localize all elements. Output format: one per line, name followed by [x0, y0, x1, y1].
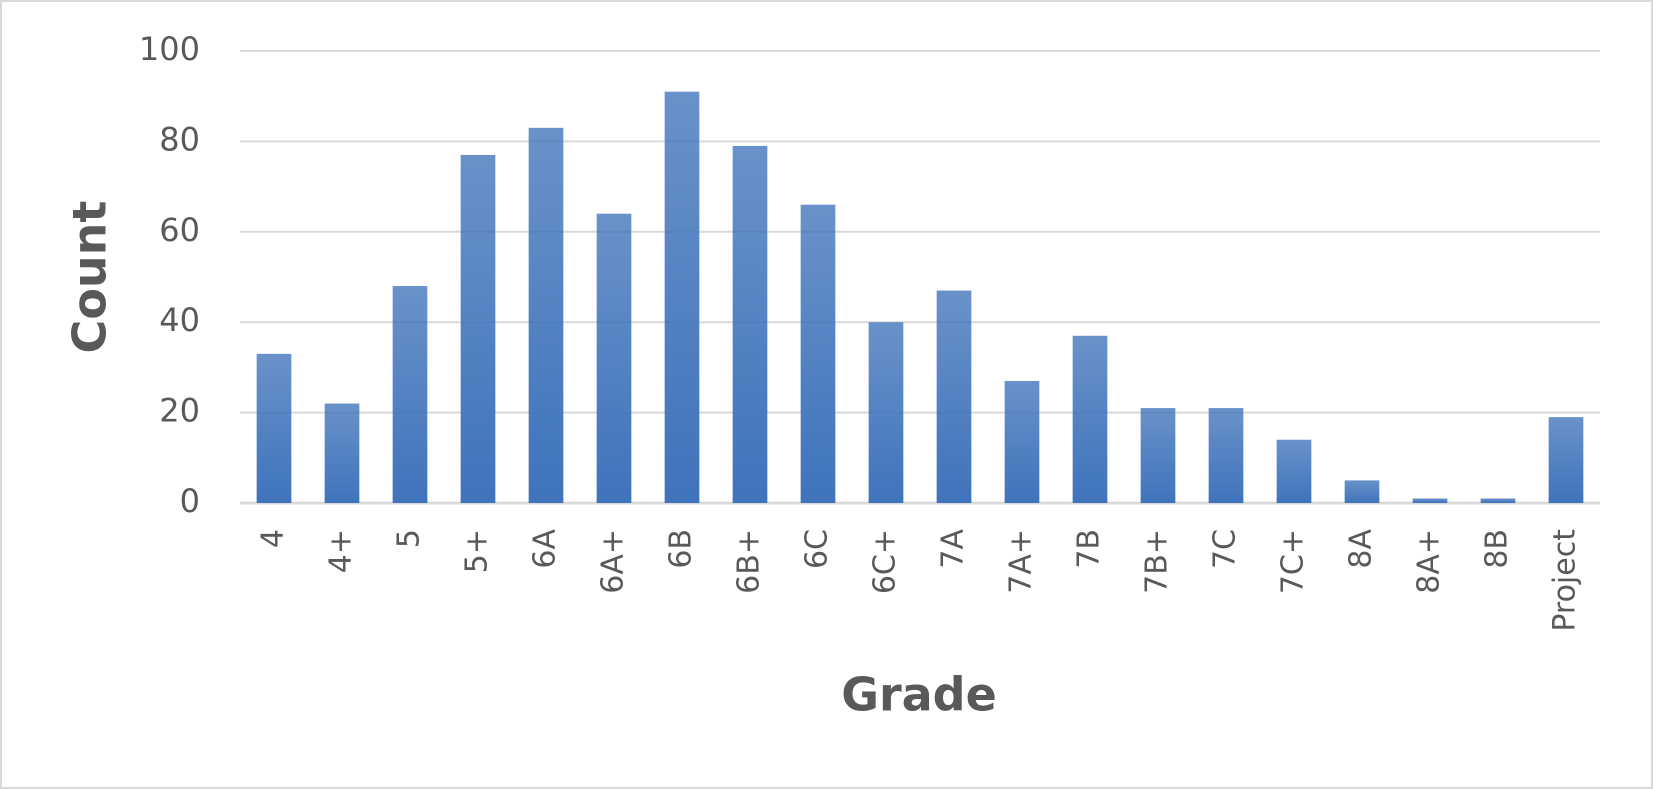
- bar: [1412, 498, 1448, 503]
- x-tick-label: 8A+: [1412, 529, 1447, 594]
- bar: [324, 403, 360, 503]
- bar: [800, 204, 836, 503]
- x-tick-label: Project: [1548, 529, 1583, 632]
- x-tick-label: 5+: [460, 529, 495, 573]
- y-tick-label: 60: [159, 211, 200, 249]
- bar: [1072, 335, 1108, 503]
- x-tick-label: 5: [392, 529, 427, 548]
- bar: [664, 91, 700, 504]
- x-axis-title: Grade: [841, 668, 997, 722]
- bar: [936, 290, 972, 503]
- bar: [1548, 417, 1584, 503]
- x-tick-label: 6C+: [868, 529, 903, 594]
- x-tick-label: 8A: [1344, 529, 1379, 569]
- bar: [1208, 408, 1244, 503]
- x-tick-label: 6B+: [732, 529, 767, 594]
- y-tick-label: 0: [180, 482, 200, 520]
- y-tick-label: 80: [159, 120, 200, 158]
- y-tick-label: 40: [159, 301, 200, 339]
- x-tick-label: 7B+: [1140, 529, 1175, 594]
- x-tick-label: 4: [256, 529, 291, 548]
- bar: [1004, 380, 1040, 503]
- bar: [528, 127, 564, 503]
- x-tick-label: 6C: [800, 529, 835, 569]
- bar: [596, 213, 632, 503]
- bar: [392, 286, 428, 503]
- bar: [1480, 498, 1516, 503]
- y-tick-label: 100: [139, 30, 200, 68]
- bar: [732, 145, 768, 504]
- bar: [868, 322, 904, 503]
- bar: [1276, 439, 1312, 503]
- x-tick-label: 8B: [1480, 529, 1515, 569]
- x-tick-label: 7B: [1072, 529, 1107, 569]
- x-tick-label: 7A+: [1004, 529, 1039, 594]
- x-tick-label: 6A: [528, 529, 563, 569]
- bar: [256, 353, 292, 503]
- x-tick-label: 7C: [1208, 529, 1243, 569]
- bar: [1344, 480, 1380, 503]
- bar: [460, 154, 496, 503]
- x-tick-label: 6B: [664, 529, 699, 569]
- x-tick-label: 4+: [324, 529, 359, 573]
- bar: [1140, 408, 1176, 503]
- y-axis-title: Count: [63, 201, 117, 354]
- x-tick-label: 7A: [936, 529, 971, 569]
- x-tick-label: 7C+: [1276, 529, 1311, 594]
- x-tick-label: 6A+: [596, 529, 631, 594]
- y-tick-label: 20: [159, 392, 200, 430]
